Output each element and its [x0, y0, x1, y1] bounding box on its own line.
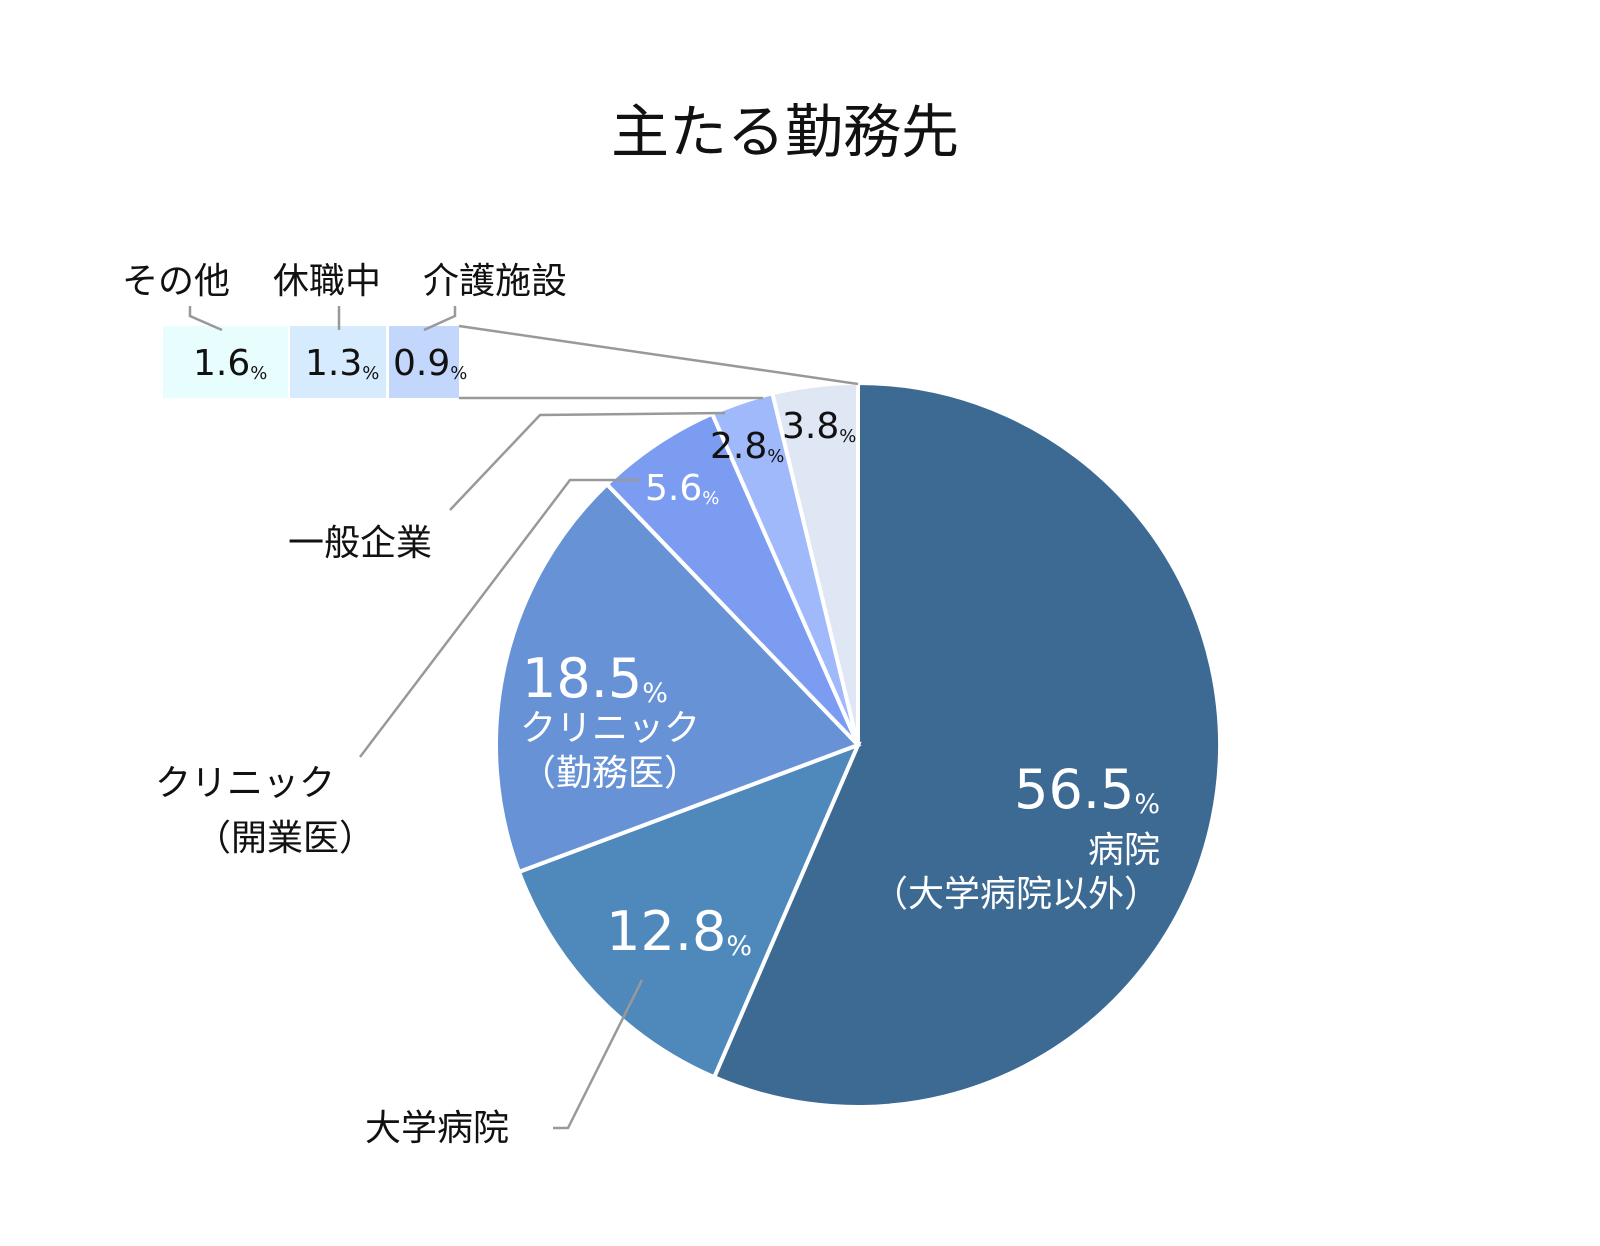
breakdown-label: 介護施設	[423, 261, 567, 302]
breakdown-label: その他	[122, 261, 230, 302]
leader-line	[359, 478, 640, 758]
leader-line	[188, 306, 223, 332]
value-label: 12.8%	[606, 900, 752, 963]
pie-slice	[711, 380, 1222, 1109]
breakdown-bar-segment	[163, 326, 288, 398]
value-label: 3.8%	[782, 406, 856, 447]
pie-slice	[516, 741, 862, 1080]
slice-label: 一般企業	[288, 523, 432, 564]
value-label: 56.5%	[1014, 758, 1160, 821]
leader-line	[458, 324, 859, 386]
slice-label: （勤務医）	[520, 753, 700, 794]
slice-label: クリニック	[155, 763, 335, 804]
breakdown-bar-segment	[389, 326, 459, 398]
value-label: 1.6%	[193, 343, 267, 384]
leader-line	[449, 411, 726, 511]
value-label: 5.6%	[645, 468, 719, 509]
leader-line	[553, 979, 644, 1130]
value-label: 18.5%	[522, 647, 668, 710]
breakdown-bar-segment	[290, 326, 386, 398]
pie-slice	[494, 481, 862, 875]
slice-label: （開業医）	[195, 818, 375, 859]
slice-label: 病院	[1088, 830, 1160, 871]
value-label: 1.3%	[305, 343, 379, 384]
leader-line	[423, 306, 457, 332]
value-label: 2.8%	[710, 426, 784, 467]
slice-label: 大学病院	[365, 1108, 509, 1149]
slice-label: クリニック	[520, 708, 700, 749]
chart-title: 主たる勤務先	[611, 98, 959, 166]
breakdown-label: 休職中	[273, 261, 381, 302]
pie-slice	[604, 411, 860, 747]
slice-label: （大学病院以外）	[872, 874, 1160, 915]
value-label: 0.9%	[393, 343, 467, 384]
